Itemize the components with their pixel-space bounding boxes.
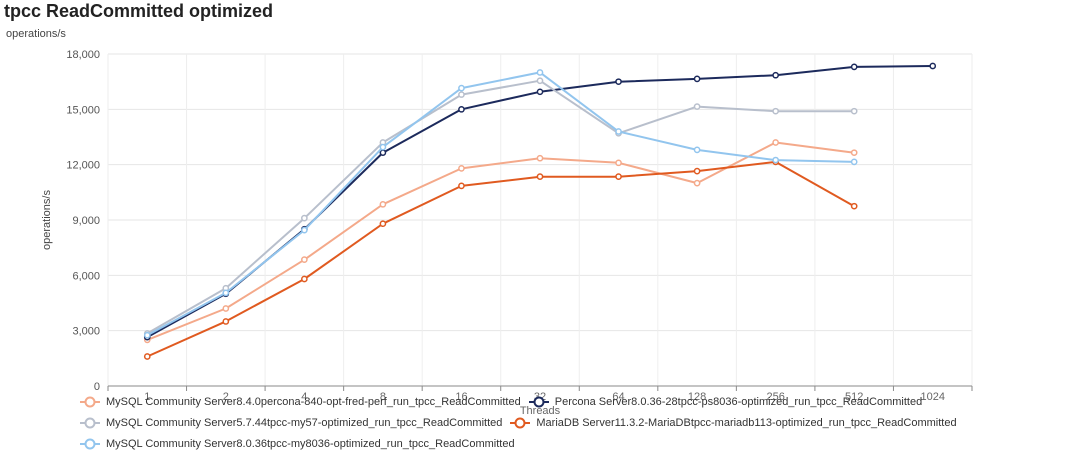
- data-point: [615, 173, 622, 181]
- y-tick-label: 3,000: [72, 326, 100, 338]
- series-line: [146, 160, 855, 358]
- y-tick-label: 12,000: [66, 160, 100, 172]
- x-axis-label: Threads: [520, 405, 561, 417]
- data-point: [536, 88, 544, 96]
- data-point: [850, 158, 858, 166]
- data-point: [379, 143, 387, 151]
- data-point: [850, 149, 858, 157]
- data-point: [772, 71, 779, 79]
- grid-lines: [107, 53, 973, 386]
- data-point: [222, 318, 230, 325]
- data-point: [850, 202, 858, 210]
- data-point: [536, 69, 544, 76]
- data-point: [458, 105, 465, 113]
- legend-item-mariadb-1132[interactable]: MariaDB Server11.3.2-MariaDBtpcc-mariadb…: [510, 416, 957, 429]
- y-tick-label: 15,000: [66, 104, 100, 116]
- legend-item-mysql-5744[interactable]: MySQL Community Server5.7.44tpcc-my57-op…: [80, 417, 502, 429]
- legend-label: MariaDB Server11.3.2-MariaDBtpcc-mariadb…: [536, 416, 957, 429]
- x-tick-label: 64: [612, 391, 624, 403]
- x-tick-label: 1: [144, 391, 150, 403]
- x-tick-label: 256: [766, 391, 784, 403]
- data-point: [458, 84, 465, 92]
- x-tick-label: 16: [455, 391, 467, 403]
- x-tick-label: 128: [688, 391, 706, 403]
- legend: MySQL Community Server8.4.0percona-840-o…: [80, 391, 1070, 454]
- data-point: [536, 173, 544, 181]
- legend-marker: [80, 396, 100, 407]
- data-point: [693, 75, 701, 83]
- x-tick-label: 2: [223, 391, 229, 403]
- data-point: [850, 107, 858, 115]
- chart-title: tpcc ReadCommitted optimized: [4, 1, 274, 21]
- legend-marker: [80, 417, 100, 428]
- data-point: [379, 220, 387, 228]
- data-point: [693, 167, 701, 175]
- data-point: [458, 91, 465, 98]
- y-axis-label: operations/s: [41, 190, 53, 250]
- data-point: [693, 179, 701, 187]
- data-point: [772, 156, 779, 164]
- y-tick-label: 6,000: [72, 270, 100, 282]
- legend-row: MySQL Community Server8.0.36tpcc-my8036-…: [80, 433, 1070, 454]
- axes: 0 3,000 6,000 9,000 12,000 15,000 18,000 1 2 4 8 16…: [66, 49, 973, 403]
- data-point: [301, 214, 308, 222]
- y-tick-label: 0: [94, 381, 100, 393]
- legend-item-mysql-8036[interactable]: MySQL Community Server8.0.36tpcc-my8036-…: [80, 438, 515, 450]
- x-tick-label: 4: [301, 391, 307, 403]
- data-point: [772, 107, 779, 115]
- legend-marker: [528, 396, 549, 407]
- data-point: [615, 78, 622, 86]
- data-point: [458, 182, 465, 190]
- series-line: [146, 141, 855, 341]
- data-point: [693, 146, 701, 154]
- data-point: [693, 103, 701, 110]
- data-point: [615, 128, 622, 135]
- data-point: [143, 353, 151, 360]
- data-point: [850, 63, 858, 71]
- series-lines: [143, 62, 937, 360]
- series-line: [146, 79, 855, 335]
- legend-marker: [510, 417, 531, 428]
- y-tick-label: 18,000: [66, 49, 100, 61]
- legend-row: MySQL Community Server5.7.44tpcc-my57-op…: [80, 412, 1070, 433]
- legend-label: MySQL Community Server5.7.44tpcc-my57-op…: [106, 416, 503, 429]
- x-tick-label: 8: [380, 391, 386, 403]
- legend-row: MySQL Community Server8.4.0percona-840-o…: [80, 391, 1070, 412]
- data-point: [143, 331, 151, 339]
- data-point: [301, 275, 308, 283]
- legend-marker: [80, 438, 100, 449]
- data-point: [379, 200, 387, 208]
- series-line: [146, 71, 855, 337]
- data-point: [301, 226, 308, 234]
- x-tick-label: 1024: [920, 391, 944, 403]
- legend-label: MySQL Community Server8.4.0percona-840-o…: [106, 395, 521, 408]
- chart-subtitle: operations/s: [6, 28, 66, 40]
- legend-item-mysql-840[interactable]: MySQL Community Server8.4.0percona-840-o…: [80, 396, 521, 408]
- legend-label: Percona Server8.0.36-28tpcc-ps8036-optim…: [554, 395, 923, 408]
- data-point: [379, 149, 387, 157]
- data-point: [222, 305, 230, 312]
- legend-item-percona-8036[interactable]: Percona Server8.0.36-28tpcc-ps8036-optim…: [528, 395, 923, 408]
- data-point: [929, 62, 937, 70]
- data-point: [615, 159, 622, 167]
- x-tick-label: 512: [845, 391, 863, 403]
- data-point: [222, 289, 230, 297]
- data-point: [536, 154, 544, 162]
- y-tick-label: 9,000: [72, 215, 100, 227]
- data-point: [458, 165, 465, 172]
- data-point: [536, 77, 544, 85]
- legend-label: MySQL Community Server8.0.36tpcc-my8036-…: [106, 437, 515, 450]
- data-point: [301, 256, 308, 264]
- data-point: [772, 139, 779, 146]
